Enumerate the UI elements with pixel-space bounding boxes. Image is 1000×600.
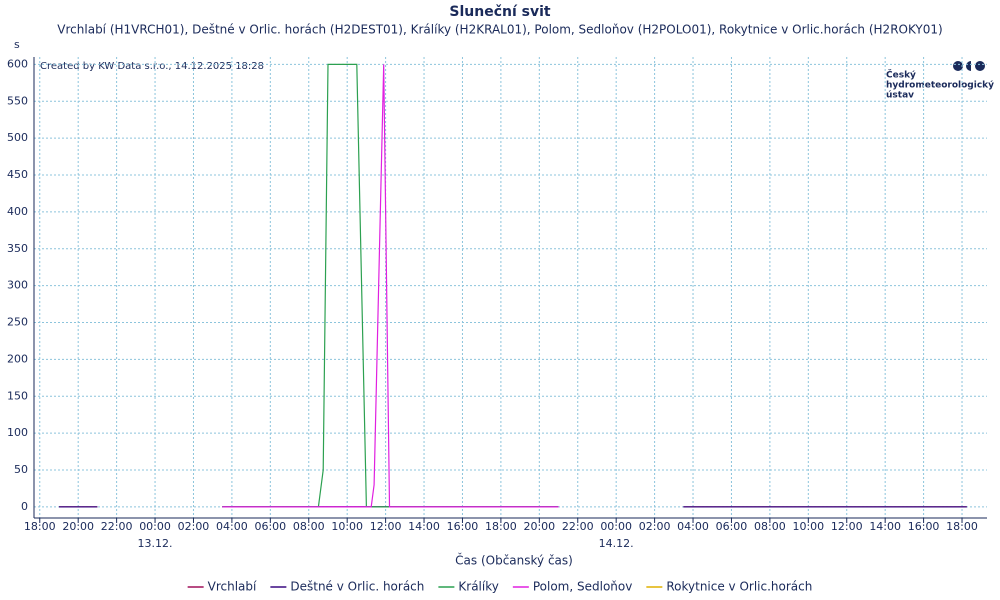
x-tick-label: 00:00 — [600, 520, 632, 533]
y-tick-label: 500 — [7, 131, 28, 144]
y-axis-label: s — [14, 38, 20, 51]
logo-text: hydrometeorologický — [886, 81, 994, 91]
chart-subtitle: Vrchlabí (H1VRCH01), Deštné v Orlic. hor… — [57, 23, 942, 37]
x-tick-label: 18:00 — [485, 520, 517, 533]
x-tick-label: 02:00 — [639, 520, 671, 533]
y-tick-label: 600 — [7, 57, 28, 70]
x-tick-label: 16:00 — [447, 520, 479, 533]
legend-label: Králíky — [458, 580, 498, 594]
logo-dot — [975, 61, 985, 71]
y-tick-label: 100 — [7, 426, 28, 439]
x-tick-label: 20:00 — [62, 520, 94, 533]
legend-label: Polom, Sedloňov — [533, 580, 633, 594]
x-tick-label: 22:00 — [562, 520, 594, 533]
x-tick-label: 20:00 — [523, 520, 555, 533]
y-tick-label: 150 — [7, 389, 28, 402]
logo-half — [966, 61, 971, 71]
x-tick-label: 06:00 — [716, 520, 748, 533]
series-line — [222, 64, 559, 508]
x-tick-label: 14:00 — [408, 520, 440, 533]
y-tick-label: 350 — [7, 242, 28, 255]
legend: Vrchlabí Deštné v Orlic. horách Králíky Pol… — [187, 580, 812, 594]
x-tick-label: 18:00 — [24, 520, 56, 533]
logo-dot — [953, 61, 963, 71]
legend-label: Rokytnice v Orlic.horách — [666, 580, 812, 594]
x-tick-label: 10:00 — [792, 520, 824, 533]
y-tick-label: 400 — [7, 205, 28, 218]
date-label: 13.12. — [138, 537, 173, 550]
y-tick-label: 450 — [7, 168, 28, 181]
y-tick-label: 50 — [14, 463, 28, 476]
x-tick-label: 08:00 — [293, 520, 325, 533]
x-tick-label: 22:00 — [101, 520, 133, 533]
x-tick-label: 04:00 — [677, 520, 709, 533]
x-tick-label: 02:00 — [178, 520, 210, 533]
x-tick-label: 00:00 — [139, 520, 171, 533]
x-tick-label: 06:00 — [254, 520, 286, 533]
x-tick-label: 12:00 — [370, 520, 402, 533]
y-tick-label: 550 — [7, 94, 28, 107]
y-tick-label: 300 — [7, 279, 28, 292]
credit: Created by KW Data s.r.o., 14.12.2025 18… — [40, 61, 264, 72]
date-label: 14.12. — [599, 537, 634, 550]
legend-label: Vrchlabí — [208, 580, 257, 594]
logo: Český hydrometeorologický ústav — [886, 61, 994, 101]
x-tick-label: 14:00 — [869, 520, 901, 533]
x-tick-label: 08:00 — [754, 520, 786, 533]
x-tick-label: 16:00 — [908, 520, 940, 533]
y-tick-label: 250 — [7, 316, 28, 329]
y-tick-label: 200 — [7, 352, 28, 365]
logo-text: Český — [886, 69, 916, 81]
x-axis-label: Čas (Občanský čas) — [455, 553, 573, 568]
x-tick-label: 12:00 — [831, 520, 863, 533]
legend-label: Deštné v Orlic. horách — [290, 580, 424, 594]
chart-title: Sluneční svit — [449, 4, 551, 20]
logo-text: ústav — [886, 91, 914, 101]
y-tick-label: 0 — [21, 500, 28, 513]
x-tick-label: 10:00 — [331, 520, 363, 533]
x-tick-label: 04:00 — [216, 520, 248, 533]
x-tick-label: 18:00 — [946, 520, 978, 533]
